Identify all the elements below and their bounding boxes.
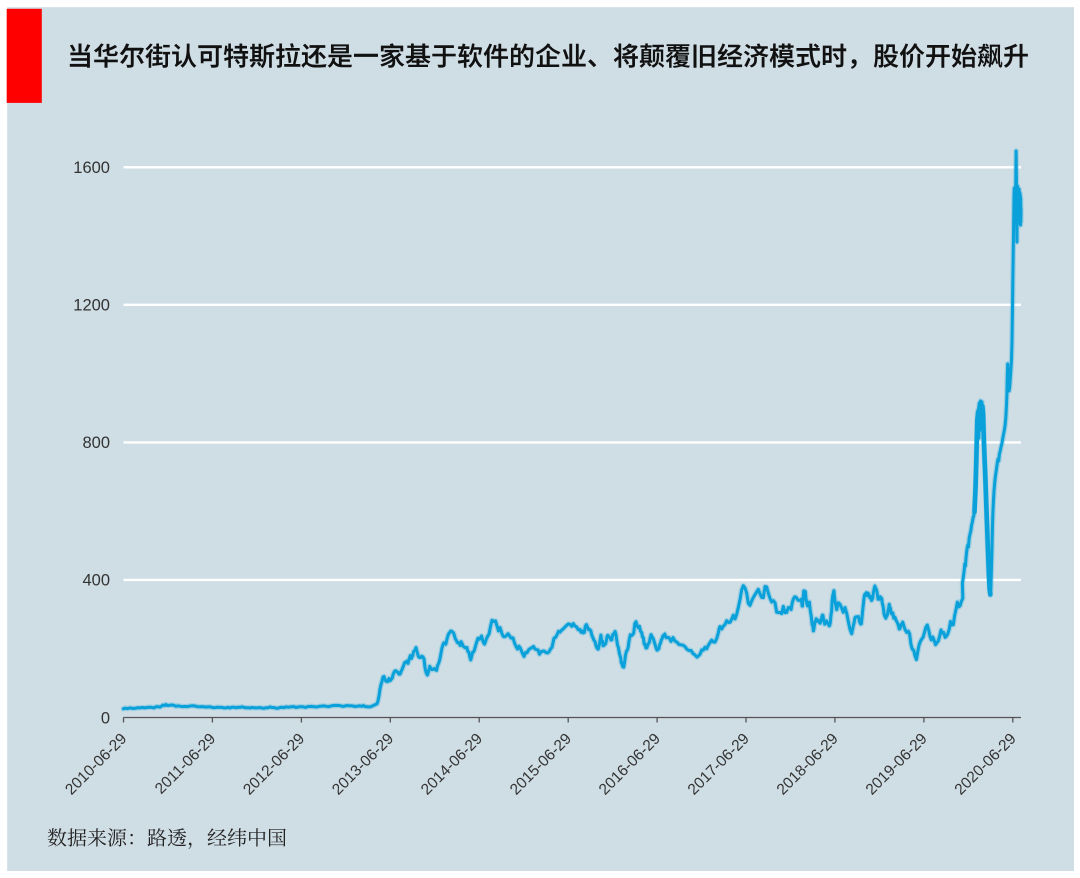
svg-text:1600: 1600 bbox=[73, 159, 110, 177]
svg-text:400: 400 bbox=[82, 572, 110, 590]
svg-text:1200: 1200 bbox=[73, 297, 110, 315]
svg-text:800: 800 bbox=[82, 434, 110, 452]
svg-text:0: 0 bbox=[101, 709, 110, 727]
